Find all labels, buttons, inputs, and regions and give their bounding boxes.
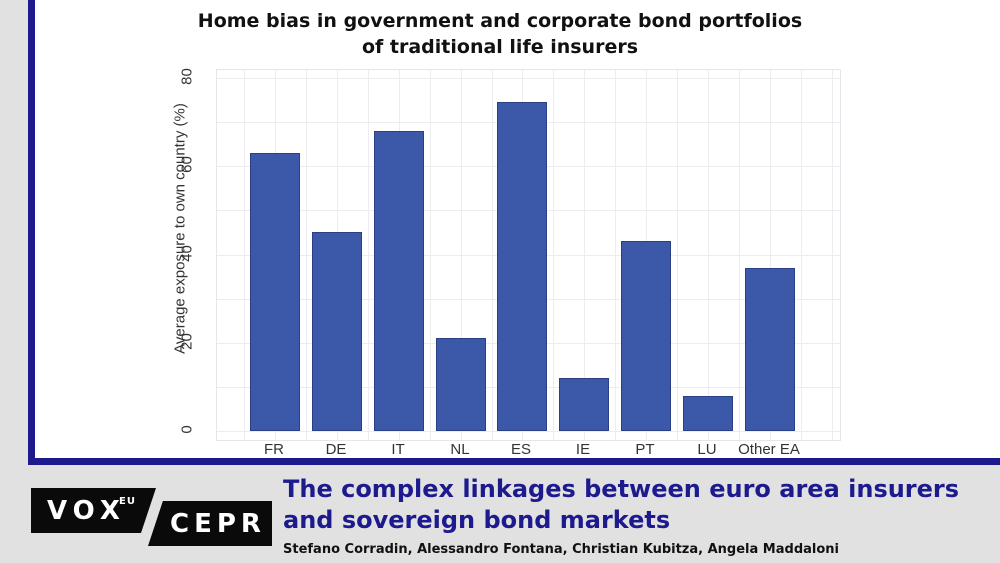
gridline-vertical xyxy=(368,70,369,440)
x-tick-label: LU xyxy=(697,441,717,458)
x-tick-label: FR xyxy=(264,441,284,458)
bar-it xyxy=(374,130,424,431)
gridline-vertical xyxy=(739,70,740,440)
y-tick-label: 80 xyxy=(178,68,196,85)
logo-cepr-text: CEPR xyxy=(170,509,266,539)
gridline-horizontal xyxy=(217,78,840,79)
authors: Stefano Corradin, Alessandro Fontana, Ch… xyxy=(283,542,839,557)
x-tick-label: PT xyxy=(635,441,655,458)
chart-title: Home bias in government and corporate bo… xyxy=(197,10,803,58)
gridline-vertical xyxy=(491,70,493,440)
gridline-vertical xyxy=(244,70,245,440)
gridline-vertical xyxy=(430,70,431,440)
y-tick-label: 60 xyxy=(178,156,196,174)
gridline-vertical xyxy=(615,70,616,440)
x-tick-label: Other EA xyxy=(738,441,800,458)
gridline-vertical xyxy=(584,70,585,440)
gridline-vertical xyxy=(801,70,802,440)
logo-vox-text: VOX xyxy=(47,496,126,526)
bar-ie xyxy=(559,378,609,431)
gridline-vertical xyxy=(461,70,462,440)
y-tick-label: 0 xyxy=(178,425,196,434)
article-title: The complex linkages between euro area i… xyxy=(283,475,960,534)
bar-fr xyxy=(250,153,300,431)
gridline-vertical xyxy=(306,70,307,440)
x-tick-label: NL xyxy=(450,441,470,458)
x-tick-label: ES xyxy=(510,441,531,458)
bar-pt xyxy=(621,241,671,431)
x-tick-label: IT xyxy=(391,441,405,458)
x-tick-label: IE xyxy=(575,441,591,458)
gridline-vertical xyxy=(770,70,771,440)
y-tick-label: 40 xyxy=(178,244,196,262)
gridline-horizontal xyxy=(217,431,840,432)
voxeu-logo: VOX EU xyxy=(31,488,156,533)
gridline-vertical xyxy=(832,70,833,440)
gridline-vertical xyxy=(677,70,678,440)
bar-de xyxy=(312,232,362,431)
gridline-vertical xyxy=(708,70,709,440)
logo-eu-text: EU xyxy=(119,496,136,507)
y-tick-label: 20 xyxy=(178,332,196,350)
gridline-vertical xyxy=(553,70,554,440)
bar-nl xyxy=(436,338,486,431)
plot-area xyxy=(216,69,841,441)
bar-es xyxy=(497,102,547,431)
cepr-logo: CEPR xyxy=(148,501,272,546)
x-tick-label: DE xyxy=(325,441,347,458)
bar-lu xyxy=(683,395,733,431)
bar-other-ea xyxy=(745,267,795,431)
